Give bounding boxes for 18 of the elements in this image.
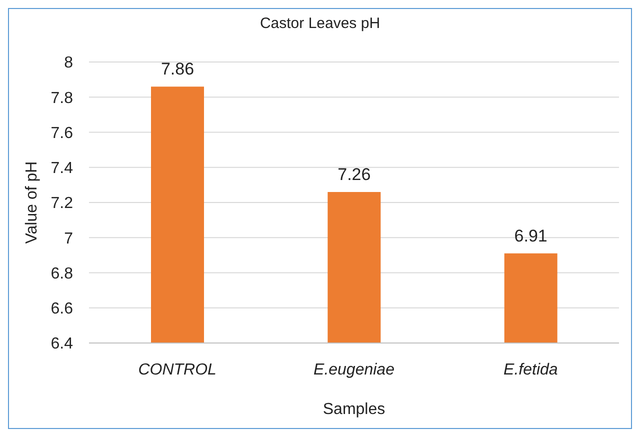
y-tick-label: 6.6 [50,300,74,318]
y-tick-label: 6.4 [50,336,74,353]
y-tick-label: 7.8 [50,90,74,107]
x-axis-title: Samples [322,401,386,418]
y-tick-label: 7.6 [50,124,74,142]
x-tick-label: CONTROL [138,361,216,378]
y-axis-title: Value of pH [24,161,41,244]
y-tick-label: 7.4 [50,160,74,178]
chart-title: Castor Leaves pH [258,15,382,32]
y-tick-label: 7.2 [50,195,74,212]
data-label: 7.26 [338,164,371,184]
data-label: 6.91 [514,226,548,246]
y-tick-label: 6.8 [50,265,74,282]
y-tick-label: 7 [64,230,74,248]
x-tick-label: E.eugeniae [314,361,395,378]
x-tick-label: E.fetida [504,361,558,378]
y-tick-label: 8 [64,54,74,72]
data-label: 7.86 [160,60,194,79]
